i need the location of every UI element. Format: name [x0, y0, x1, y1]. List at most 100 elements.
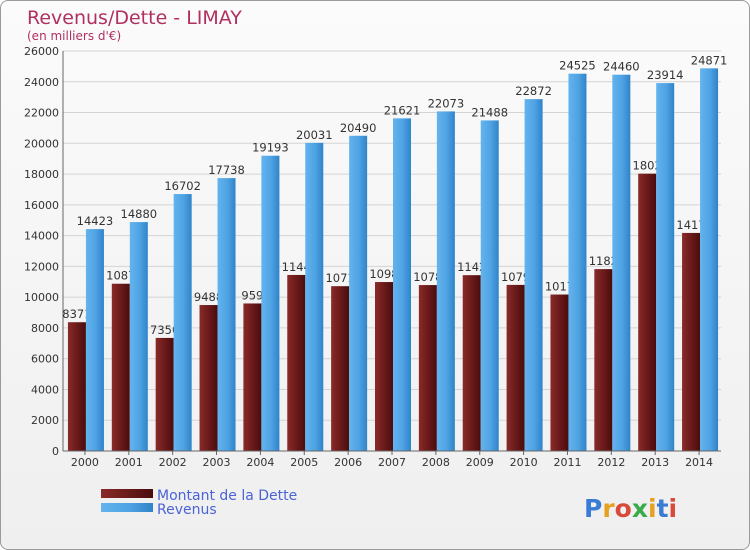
proxiti-logo: Proxiti: [584, 494, 677, 523]
bar-revenus: [261, 155, 280, 451]
x-tick-label: 2003: [203, 456, 231, 469]
x-tick-label: 2012: [597, 456, 625, 469]
data-label-dette: 1144: [282, 260, 311, 274]
bar-dette: [506, 284, 525, 451]
legend-label-revenus: Revenus: [157, 502, 217, 518]
bar-revenus: [524, 99, 543, 451]
bar-revenus: [129, 222, 148, 451]
data-label-dette: 1087: [106, 269, 135, 283]
data-label-revenus: 22872: [515, 84, 552, 98]
y-tick-label: 6000: [31, 353, 59, 366]
x-tick-label: 2004: [246, 456, 274, 469]
data-label-revenus: 16702: [164, 179, 201, 193]
y-tick-label: 16000: [24, 199, 59, 212]
x-tick-label: 2007: [378, 456, 406, 469]
data-label-dette: 1071: [325, 271, 354, 285]
bar-revenus: [217, 178, 236, 451]
data-label-dette: 1417: [676, 218, 705, 232]
bar-dette: [462, 275, 481, 451]
data-label-dette: 1802: [633, 159, 662, 173]
bar-revenus: [656, 83, 675, 451]
data-label-revenus: 19193: [252, 141, 289, 155]
bars: 8371 14423 1087 14880 7350 16702 9488 17738 959 1…: [62, 53, 728, 452]
bar-revenus: [480, 120, 499, 452]
bar-dette: [418, 285, 437, 451]
y-tick-label: 8000: [31, 322, 59, 335]
y-axis: 0 2000 4000 6000 8000 10000 12000 14000 16000 180…: [24, 45, 64, 458]
bar-revenus: [700, 68, 719, 451]
x-tick-label: 2011: [553, 456, 581, 469]
data-label-dette: 1142: [457, 260, 486, 274]
data-label-revenus: 14423: [77, 214, 114, 228]
legend-swatch-debt: [101, 489, 153, 498]
y-tick-label: 20000: [24, 137, 59, 150]
x-tick-label: 2005: [290, 456, 318, 469]
bar-revenus: [436, 111, 455, 452]
bar-dette: [243, 303, 262, 451]
data-label-revenus: 24871: [691, 53, 728, 67]
chart-title: Revenus/Dette - LIMAY: [27, 7, 242, 29]
x-tick-label: 2009: [466, 456, 494, 469]
x-tick-label: 2006: [334, 456, 362, 469]
data-label-revenus: 22073: [428, 96, 465, 110]
bar-dette: [594, 269, 613, 451]
bar-dette: [67, 322, 86, 451]
y-tick-label: 22000: [24, 107, 59, 120]
x-axis: 2000 2001 2002 2003 2004 2005 2006 2007 2008 2009…: [63, 450, 721, 469]
data-label-dette: 1098: [369, 267, 398, 281]
bar-revenus: [173, 194, 192, 452]
x-tick-label: 2014: [685, 456, 713, 469]
x-tick-label: 2010: [510, 456, 538, 469]
bar-dette: [155, 337, 174, 451]
data-label-revenus: 21621: [384, 103, 421, 117]
bar-revenus: [85, 229, 104, 451]
data-label-dette: 959: [241, 288, 263, 302]
data-label-revenus: 24460: [603, 60, 640, 74]
x-tick-label: 2013: [641, 456, 669, 469]
x-tick-label: 2001: [115, 456, 143, 469]
data-label-revenus: 21488: [471, 105, 508, 119]
y-tick-label: 4000: [31, 383, 59, 396]
bar-dette: [638, 173, 657, 451]
logo-text: Proxiti: [584, 494, 677, 523]
bar-dette: [111, 283, 130, 451]
data-label-revenus: 20490: [340, 121, 377, 135]
bar-revenus: [612, 74, 631, 451]
bar-dette: [199, 305, 218, 451]
bar-revenus: [305, 142, 324, 452]
data-label-dette: 9488: [194, 290, 223, 304]
data-label-dette: 1017: [545, 280, 574, 294]
data-label-dette: 7350: [150, 323, 179, 337]
data-label-dette: 8371: [62, 307, 91, 321]
data-label-revenus: 17738: [208, 163, 245, 177]
x-tick-label: 2002: [159, 456, 187, 469]
chart-subtitle: (en milliers d'€): [27, 29, 121, 43]
x-tick-label: 2000: [71, 456, 99, 469]
y-tick-label: 24000: [24, 76, 59, 89]
y-tick-label: 26000: [24, 45, 59, 58]
y-tick-label: 0: [52, 445, 59, 458]
data-label-revenus: 14880: [121, 207, 158, 221]
y-tick-label: 2000: [31, 414, 59, 427]
y-tick-label: 18000: [24, 168, 59, 181]
bar-dette: [375, 282, 393, 451]
data-label-dette: 1079: [501, 270, 530, 284]
bar-dette: [331, 286, 350, 451]
bar-dette: [287, 274, 306, 451]
legend: Montant de la Dette Revenus: [101, 488, 297, 518]
y-tick-label: 14000: [24, 230, 59, 243]
legend-swatch-revenus: [101, 503, 153, 512]
data-label-dette: 1182: [589, 254, 618, 268]
data-label-revenus: 24525: [559, 59, 596, 73]
y-tick-label: 12000: [24, 260, 59, 273]
bar-revenus: [349, 135, 368, 451]
bar-revenus: [568, 73, 587, 451]
bar-dette: [682, 232, 701, 451]
x-tick-label: 2008: [422, 456, 450, 469]
data-label-revenus: 23914: [647, 68, 684, 82]
data-label-revenus: 20031: [296, 128, 333, 142]
legend-label-debt: Montant de la Dette: [157, 488, 297, 504]
y-tick-label: 10000: [24, 291, 59, 304]
